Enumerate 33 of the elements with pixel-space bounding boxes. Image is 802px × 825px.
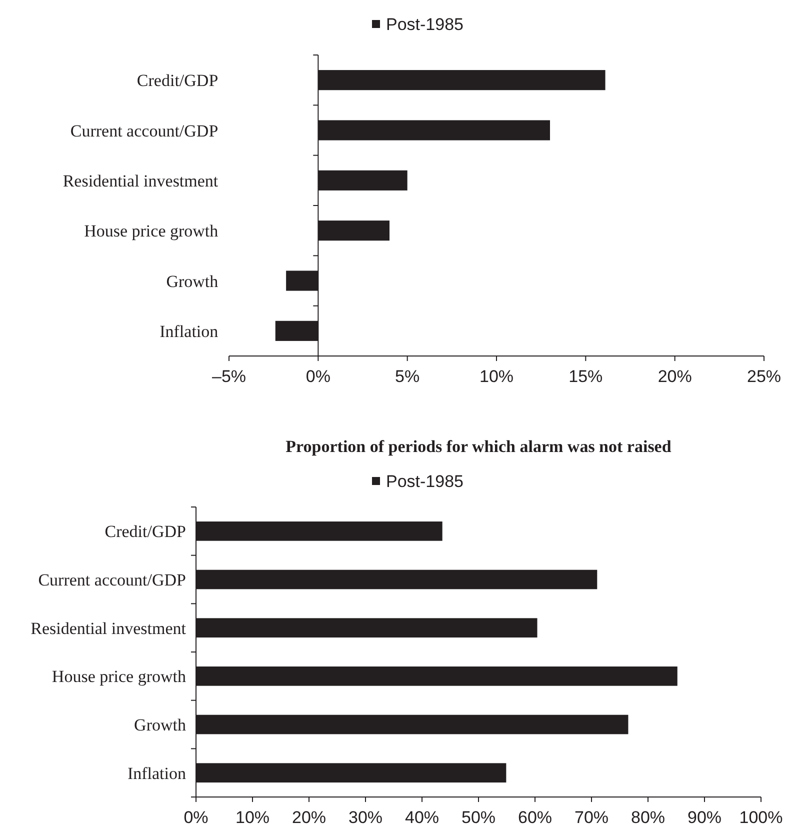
y-tick-label: House price growth	[84, 222, 219, 241]
y-tick-label: Inflation	[160, 322, 219, 341]
y-tick-label: House price growth	[52, 667, 186, 686]
chart-title: Proportion of periods for which alarm was not raised	[286, 437, 672, 456]
legend-label: Post-1985	[386, 472, 464, 491]
x-tick-label: 20%	[658, 367, 692, 386]
x-tick-label: 80%	[630, 808, 666, 825]
x-tick-label: 70%	[574, 808, 609, 825]
y-tick-label: Residential investment	[30, 618, 186, 638]
y-tick-label: Credit/GDP	[136, 71, 218, 90]
y-tick-label: Inflation	[127, 764, 186, 783]
y-tick-label: Residential investment	[62, 171, 218, 190]
legend-label: Post-1985	[386, 15, 464, 34]
x-tick-label: 0%	[184, 808, 208, 825]
x-tick-label: 50%	[461, 808, 496, 825]
x-tick-label: 40%	[404, 808, 440, 825]
x-tick-label: 100%	[739, 808, 783, 825]
y-tick-label: Credit/GDP	[104, 522, 186, 542]
x-tick-label: 60%	[518, 808, 552, 825]
x-tick-label: 90%	[687, 808, 722, 825]
y-tick-label: Growth	[166, 272, 219, 291]
y-tick-label: Current account/GDP	[70, 121, 218, 140]
y-tick-label: Growth	[134, 716, 186, 734]
x-tick-label: 5%	[395, 367, 420, 386]
x-tick-label: 25%	[746, 367, 782, 386]
x-tick-label: 0%	[306, 367, 330, 386]
x-tick-label: 30%	[348, 808, 383, 825]
y-tick-label: Current account/GDP	[38, 570, 186, 590]
x-tick-label: 10%	[479, 367, 514, 386]
x-tick-label: 20%	[292, 808, 326, 825]
x-tick-label: 15%	[568, 367, 603, 386]
x-tick-label: 10%	[235, 808, 270, 825]
x-tick-label: –5%	[212, 367, 246, 386]
